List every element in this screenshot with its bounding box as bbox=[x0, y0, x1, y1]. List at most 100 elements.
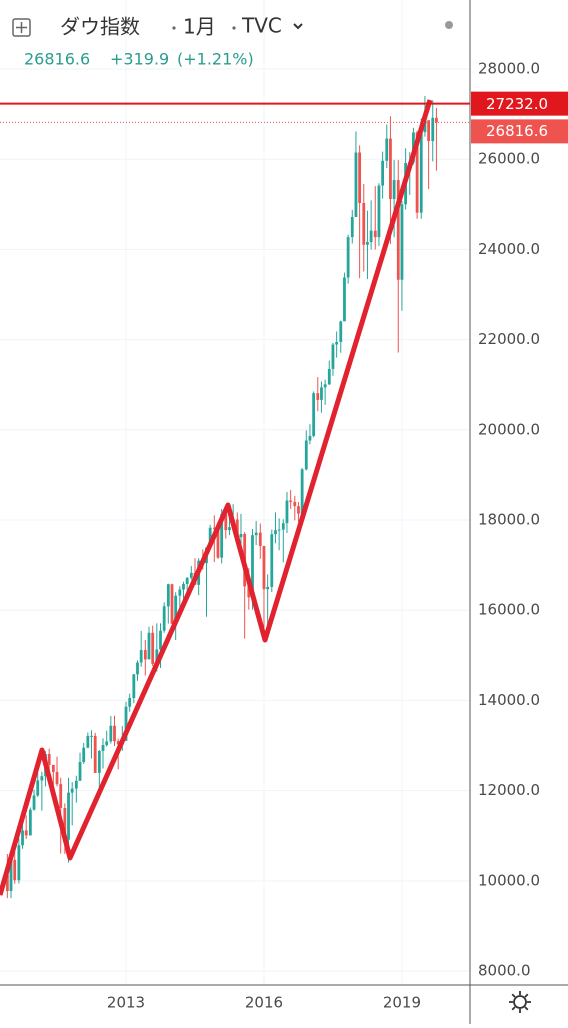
candle-body bbox=[320, 387, 323, 400]
candle-body bbox=[350, 216, 354, 238]
candle-body bbox=[216, 527, 220, 558]
candle-body bbox=[67, 792, 70, 840]
candle-body bbox=[47, 754, 51, 765]
candle-body bbox=[78, 762, 82, 781]
candle-body bbox=[151, 632, 155, 664]
last-price-box bbox=[471, 119, 568, 144]
candle-body bbox=[235, 519, 239, 538]
candle-body bbox=[358, 152, 362, 203]
x-tick-label: 2013 bbox=[107, 994, 145, 1012]
candle-body bbox=[97, 750, 101, 773]
candle-body bbox=[389, 138, 392, 200]
candle-body bbox=[82, 747, 86, 763]
candle-body bbox=[327, 368, 331, 385]
candle-body bbox=[220, 514, 224, 558]
candle-body bbox=[297, 506, 300, 514]
y-tick-label: 20000.0 bbox=[478, 420, 540, 438]
candle-body bbox=[101, 745, 105, 751]
y-tick-label: 12000.0 bbox=[478, 781, 540, 799]
candle-body bbox=[435, 117, 438, 123]
candle-body bbox=[132, 674, 136, 698]
candle-body bbox=[155, 649, 159, 664]
candle-body bbox=[427, 120, 431, 142]
y-tick-label: 26000.0 bbox=[478, 150, 540, 168]
change-percent: (+1.21%) bbox=[177, 50, 254, 69]
candle-body bbox=[143, 650, 147, 660]
candle-body bbox=[113, 725, 116, 742]
candle-body bbox=[124, 706, 128, 741]
candle-body bbox=[32, 795, 36, 810]
y-tick-label: 8000.0 bbox=[478, 962, 531, 980]
candle-body bbox=[109, 725, 113, 742]
candle-body bbox=[128, 697, 132, 707]
candle-body bbox=[385, 138, 389, 161]
candle-body bbox=[185, 577, 189, 585]
candle-body bbox=[262, 545, 266, 590]
candle-body bbox=[136, 662, 139, 675]
candle-body bbox=[28, 809, 32, 836]
y-tick-label: 18000.0 bbox=[478, 511, 540, 529]
candle-body bbox=[174, 595, 178, 624]
chevron[interactable] bbox=[293, 23, 303, 30]
candle-body bbox=[369, 230, 373, 243]
symbol-title[interactable]: ダウ指数 bbox=[60, 15, 140, 39]
candle-body bbox=[224, 514, 228, 531]
candle-body bbox=[266, 586, 270, 590]
candle-body bbox=[339, 321, 343, 342]
y-tick-label: 28000.0 bbox=[478, 60, 540, 78]
candle-body bbox=[281, 523, 285, 530]
settings-icon[interactable] bbox=[509, 991, 531, 1013]
candle-body bbox=[316, 393, 320, 400]
candle-body bbox=[343, 277, 346, 322]
candle-body bbox=[258, 532, 262, 546]
x-tick-label: 2019 bbox=[383, 994, 421, 1012]
axes: 8000.0 10000.0 12000.0 14000.0 16000.0 18000.… bbox=[0, 60, 568, 1012]
candle-body bbox=[90, 735, 93, 737]
grid bbox=[0, 0, 470, 985]
candle-body bbox=[331, 344, 335, 369]
level-label-box bbox=[471, 91, 568, 116]
candle-body bbox=[147, 632, 151, 660]
candle-body bbox=[247, 586, 251, 598]
candle-body bbox=[159, 630, 162, 650]
candle-body bbox=[36, 780, 40, 796]
candle-body bbox=[366, 242, 369, 245]
candle-body bbox=[400, 204, 404, 280]
settings-icon bbox=[509, 991, 531, 1013]
candle-body bbox=[162, 606, 166, 631]
change: +319.9 bbox=[110, 50, 169, 69]
candle-body bbox=[419, 132, 423, 213]
level-label: 27232.0 bbox=[486, 95, 548, 113]
y-tick-label: 24000.0 bbox=[478, 240, 540, 258]
candle-body bbox=[392, 180, 396, 200]
candle-body bbox=[208, 527, 212, 548]
x-tick-label: 2016 bbox=[245, 994, 283, 1012]
candle-body bbox=[251, 535, 254, 598]
source[interactable]: TVC bbox=[241, 14, 282, 38]
candle-body bbox=[70, 788, 74, 793]
candle-body bbox=[17, 845, 21, 881]
candle-body bbox=[21, 830, 24, 846]
candle-body bbox=[373, 230, 377, 238]
candle-body bbox=[228, 527, 231, 531]
last-price: 26816.6 bbox=[24, 50, 90, 69]
candle-body bbox=[270, 534, 274, 587]
candle-body bbox=[93, 735, 97, 773]
interval[interactable]: 1月 bbox=[183, 15, 216, 39]
candle-body bbox=[74, 780, 78, 789]
candle-body bbox=[312, 393, 316, 436]
candle-body bbox=[362, 202, 366, 245]
candle-body bbox=[182, 584, 185, 590]
trend-drawing bbox=[0, 99, 433, 896]
candle-body bbox=[335, 341, 339, 345]
candle-body bbox=[346, 237, 350, 278]
add-symbol-icon[interactable] bbox=[12, 18, 31, 37]
candle-body bbox=[304, 440, 308, 470]
candle-body bbox=[59, 784, 63, 809]
candle-body bbox=[170, 584, 174, 624]
status-dot bbox=[445, 21, 453, 29]
candle-body bbox=[381, 160, 385, 186]
candle-body bbox=[40, 776, 44, 781]
candle-body bbox=[9, 859, 13, 892]
